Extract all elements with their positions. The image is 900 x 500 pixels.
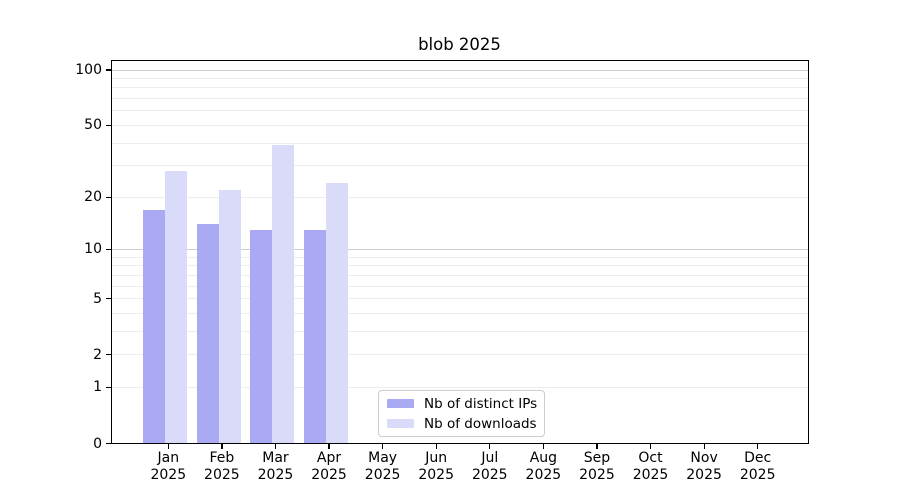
minor-gridline bbox=[111, 87, 809, 89]
minor-gridline bbox=[111, 110, 809, 112]
minor-gridline bbox=[111, 265, 809, 267]
y-tick-mark bbox=[106, 354, 111, 356]
bar-apr-distinct-ips bbox=[303, 229, 326, 443]
x-tick-mark bbox=[382, 444, 384, 449]
x-tick-mark bbox=[542, 444, 545, 449]
y-tick-mark bbox=[106, 386, 111, 389]
minor-gridline bbox=[111, 298, 809, 300]
x-tick-mark bbox=[167, 444, 169, 449]
x-tick-label-aug: Aug 2025 bbox=[525, 450, 562, 483]
x-tick-label-jun: Jun 2025 bbox=[418, 450, 454, 483]
minor-gridline bbox=[111, 124, 809, 126]
bar-jan-downloads bbox=[165, 171, 188, 443]
legend-item-distinct-ips: Nb of distinct IPs bbox=[387, 395, 538, 412]
bar-apr-downloads bbox=[325, 183, 349, 443]
chart-title: blob 2025 bbox=[418, 35, 501, 54]
plot-area bbox=[110, 60, 809, 444]
minor-gridline bbox=[111, 142, 809, 144]
bar-jan-distinct-ips bbox=[143, 209, 166, 443]
y-tick-mark bbox=[106, 248, 111, 251]
x-tick-mark bbox=[489, 444, 491, 449]
legend-item-downloads: Nb of downloads bbox=[387, 415, 537, 432]
minor-gridline bbox=[111, 78, 809, 80]
x-tick-mark bbox=[703, 444, 705, 449]
minor-gridline bbox=[111, 274, 809, 276]
major-gridline bbox=[111, 248, 809, 250]
minor-gridline bbox=[111, 98, 809, 100]
x-tick-mark bbox=[757, 444, 759, 449]
x-tick-label-nov: Nov 2025 bbox=[686, 450, 722, 483]
x-tick-label-may: May 2025 bbox=[364, 450, 401, 483]
x-tick-mark bbox=[221, 444, 223, 449]
bar-feb-distinct-ips bbox=[196, 224, 219, 443]
x-tick-label-sep: Sep 2025 bbox=[579, 450, 615, 483]
minor-gridline bbox=[111, 285, 809, 287]
minor-gridline bbox=[111, 256, 809, 258]
y-tick-label: 10 bbox=[84, 241, 102, 258]
legend-label-downloads: Nb of downloads bbox=[424, 415, 537, 432]
bar-mar-downloads bbox=[272, 145, 295, 443]
y-tick-label: 20 bbox=[84, 189, 102, 206]
legend-swatch-distinct-ips bbox=[387, 398, 414, 409]
x-tick-mark bbox=[596, 444, 598, 449]
y-tick-label: 5 bbox=[93, 290, 102, 307]
x-tick-label-jul: Jul 2025 bbox=[471, 450, 508, 483]
minor-gridline bbox=[111, 330, 809, 332]
x-tick-label-mar: Mar 2025 bbox=[257, 450, 294, 483]
y-tick-mark bbox=[106, 297, 111, 300]
y-tick-label: 50 bbox=[84, 117, 102, 134]
legend-label-distinct-ips: Nb of distinct IPs bbox=[424, 395, 538, 412]
minor-gridline bbox=[111, 196, 809, 198]
x-tick-mark bbox=[328, 444, 330, 449]
minor-gridline bbox=[111, 312, 809, 314]
y-tick-label: 0 bbox=[93, 435, 102, 452]
x-tick-mark bbox=[649, 444, 652, 449]
y-tick-label: 100 bbox=[75, 62, 102, 79]
minor-gridline bbox=[111, 354, 809, 356]
x-tick-mark bbox=[274, 444, 277, 449]
y-tick-mark bbox=[106, 196, 111, 198]
legend: Nb of distinct IPs Nb of downloads bbox=[378, 390, 545, 437]
minor-gridline bbox=[111, 165, 809, 167]
bar-feb-downloads bbox=[218, 189, 241, 443]
x-tick-label-apr: Apr 2025 bbox=[311, 450, 347, 483]
y-tick-mark bbox=[106, 442, 111, 445]
y-tick-mark bbox=[106, 124, 111, 127]
x-tick-label-jan: Jan 2025 bbox=[150, 450, 187, 483]
x-tick-label-feb: Feb 2025 bbox=[204, 450, 240, 483]
y-tick-mark bbox=[106, 69, 111, 71]
legend-swatch-downloads bbox=[387, 418, 414, 429]
y-tick-label: 2 bbox=[93, 346, 102, 363]
minor-gridline bbox=[111, 386, 809, 388]
x-tick-label-dec: Dec 2025 bbox=[739, 450, 776, 483]
x-tick-label-oct: Oct 2025 bbox=[632, 450, 669, 483]
bar-mar-distinct-ips bbox=[250, 229, 273, 443]
major-gridline bbox=[111, 69, 809, 71]
y-tick-label: 1 bbox=[93, 379, 102, 396]
x-tick-mark bbox=[435, 444, 437, 449]
